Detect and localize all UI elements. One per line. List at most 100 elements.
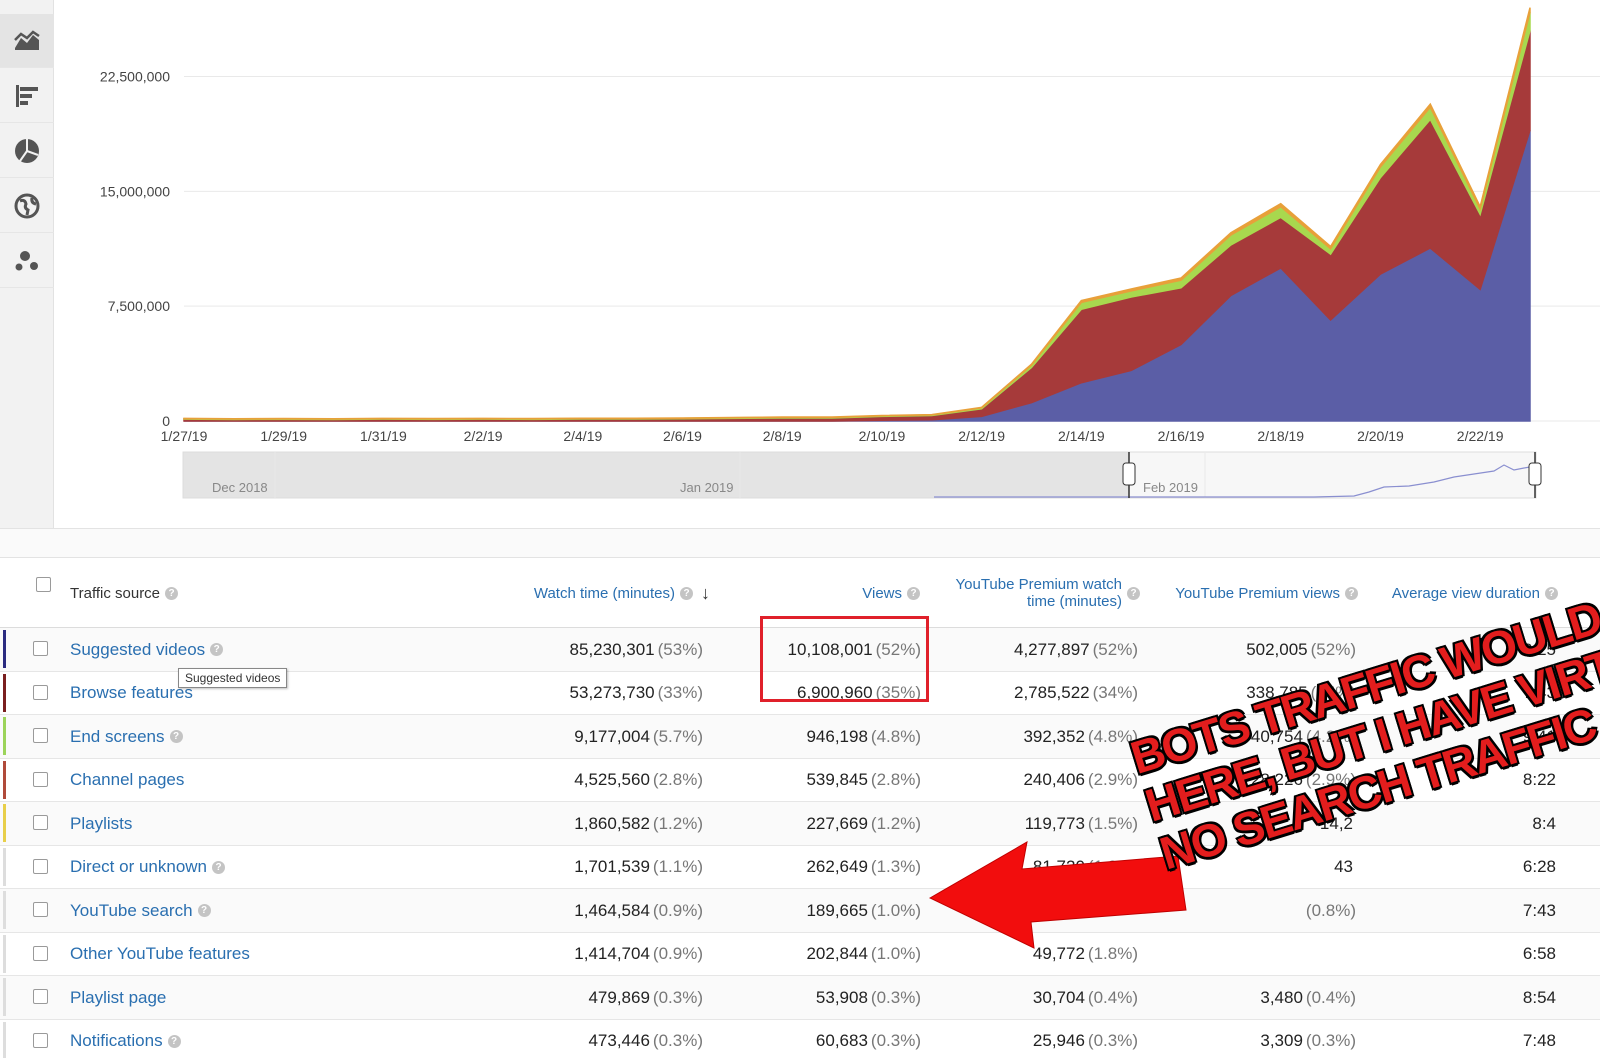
header-avg-view-duration[interactable]: Average view duration? — [1370, 558, 1558, 628]
premium-views-percent: (35%) — [1310, 683, 1356, 702]
help-icon[interactable]: ? — [212, 860, 226, 874]
header-views-label: Views — [862, 584, 902, 602]
row-checkbox[interactable] — [33, 728, 48, 743]
area-series-4[interactable] — [183, 7, 1531, 420]
table-row[interactable]: Notifications? 473,446 (0.3%) 60,683 (0.3%… — [0, 1020, 1600, 1058]
help-icon[interactable]: ? — [1127, 586, 1140, 600]
table-row[interactable]: Direct or unknown? 1,701,539 (1.1%) 262,6… — [0, 846, 1600, 889]
traffic-source-link[interactable]: Playlists — [70, 802, 132, 845]
avg-duration-cell: 8:4 — [1370, 802, 1556, 845]
premium-watch-value: 119,773 — [1024, 813, 1085, 833]
table-row[interactable]: Browse features 53,273,730 (33%) 6,900,96… — [0, 672, 1600, 715]
help-icon[interactable]: ? — [1545, 586, 1558, 600]
premium-watch-value: 4,277,897 — [1014, 639, 1090, 659]
row-checkbox[interactable] — [33, 902, 48, 917]
views-cell: 10,108,001 (52%) — [740, 628, 921, 671]
table-row[interactable]: Channel pages 4,525,560 (2.8%) 539,845 (2.… — [0, 759, 1600, 802]
traffic-source-link[interactable]: Suggested videos? — [70, 628, 224, 671]
traffic-source-link[interactable]: Direct or unknown? — [70, 846, 226, 889]
traffic-source-link[interactable]: Other YouTube features — [70, 933, 250, 976]
premium-watch-percent: (0.3%) — [1087, 1031, 1138, 1050]
traffic-source-link[interactable]: YouTube search? — [70, 889, 211, 932]
watch-time-value: 85,230,301 — [569, 639, 655, 659]
premium-views-percent: (0.3%) — [1305, 1031, 1356, 1050]
table-row[interactable]: Playlist page 479,869 (0.3%) 53,908 (0.3%)… — [0, 976, 1600, 1020]
premium-views-percent: (52%) — [1310, 639, 1356, 659]
premium-watch-cell: 392,352 (4.8%) — [940, 715, 1138, 758]
help-icon[interactable]: ? — [197, 904, 211, 917]
x-tick-label: 2/20/19 — [1357, 428, 1404, 444]
premium-watch-value: 30,704 — [1032, 987, 1085, 1007]
line-chart-button[interactable] — [0, 14, 54, 68]
row-checkbox[interactable] — [33, 641, 48, 656]
highlight-box — [760, 616, 929, 702]
table-row[interactable]: Suggested videos? 85,230,301 (53%) 10,108… — [0, 628, 1600, 672]
avg-duration-value: 8:4 — [1532, 813, 1556, 833]
help-icon[interactable]: ? — [165, 586, 179, 600]
header-premium-views[interactable]: YouTube Premium views? — [1150, 558, 1358, 628]
table-row[interactable]: End screens? 9,177,004 (5.7%) 946,198 (4.8… — [0, 715, 1600, 759]
x-tick-label: 2/2/19 — [464, 428, 503, 444]
navigator-left-handle[interactable] — [1122, 462, 1136, 486]
traffic-source-name: Notifications — [70, 1031, 163, 1050]
traffic-source-link[interactable]: Playlist page — [70, 976, 166, 1019]
help-icon[interactable]: ? — [680, 586, 693, 600]
table-row[interactable]: YouTube search? 1,464,584 (0.9%) 189,665(… — [0, 889, 1600, 933]
traffic-source-link[interactable]: End screens? — [70, 715, 183, 758]
x-tick-label: 2/8/19 — [763, 428, 802, 444]
premium-watch-percent: (1.0%) — [1087, 857, 1138, 876]
watch-time-cell: 9,177,004 (5.7%) — [420, 715, 703, 758]
select-all-checkbox[interactable] — [36, 577, 51, 592]
header-premium-watch-label: YouTube Premium watch time (minutes) — [955, 576, 1122, 610]
x-tick-label: 2/16/19 — [1158, 428, 1205, 444]
help-icon[interactable]: ? — [1345, 586, 1358, 600]
watch-time-cell: 85,230,301 (53%) — [420, 628, 703, 671]
row-checkbox[interactable] — [33, 1032, 48, 1048]
map-chart-button[interactable] — [0, 179, 54, 233]
y-tick-label: 22,500,000 — [100, 69, 170, 85]
help-icon[interactable]: ? — [907, 586, 920, 600]
traffic-source-name: Browse features — [70, 683, 193, 702]
traffic-source-link[interactable]: Browse features — [70, 672, 193, 715]
navigator-label-feb: Feb 2019 — [1143, 480, 1198, 495]
header-premium-watch-time[interactable]: YouTube Premium watch time (minutes)? — [940, 558, 1140, 628]
row-checkbox[interactable] — [33, 989, 48, 1004]
traffic-source-link[interactable]: Channel pages — [70, 759, 184, 802]
premium-views-cell — [1150, 933, 1356, 976]
premium-watch-value: 25,946 — [1032, 1031, 1085, 1050]
navigator-right-handle[interactable] — [1528, 462, 1542, 486]
watch-time-cell: 1,464,584 (0.9%) — [420, 889, 703, 932]
help-icon[interactable]: ? — [169, 730, 183, 743]
series-color-swatch — [3, 717, 6, 755]
series-color-swatch — [3, 891, 6, 929]
row-checkbox[interactable] — [33, 945, 48, 961]
premium-views-value: 43 — [1334, 857, 1353, 876]
row-checkbox[interactable] — [33, 815, 48, 830]
premium-watch-value: 2,785,522 — [1014, 683, 1090, 702]
row-checkbox[interactable] — [33, 684, 48, 700]
traffic-source-link[interactable]: Notifications? — [70, 1020, 181, 1058]
tooltip: Suggested videos — [178, 668, 288, 688]
row-checkbox[interactable] — [33, 858, 48, 874]
avg-duration-cell: 9:41 — [1370, 715, 1556, 758]
premium-watch-cell: 119,773 (1.5%) — [940, 802, 1138, 845]
series-color-swatch — [3, 978, 6, 1016]
table-row[interactable]: Other YouTube features 1,414,704 (0.9%) 2… — [0, 933, 1600, 976]
views-value: 53,908 — [815, 987, 868, 1007]
header-watch-time[interactable]: Watch time (minutes)? ↓ — [420, 558, 710, 628]
help-icon[interactable]: ? — [210, 643, 224, 656]
pie-chart-button[interactable] — [0, 124, 54, 178]
sort-down-icon[interactable]: ↓ — [701, 582, 710, 603]
views-cell: 202,844 (1.0%) — [740, 933, 921, 976]
header-views[interactable]: Views? — [740, 558, 920, 628]
help-icon[interactable]: ? — [167, 1034, 181, 1048]
row-checkbox[interactable] — [33, 771, 48, 787]
date-range-navigator[interactable]: Dec 2018 Jan 2019 Feb 2019 — [182, 451, 1542, 499]
table-row[interactable]: Playlists 1,860,582 (1.2%) 227,669 (1.2%) … — [0, 802, 1600, 846]
watch-time-cell: 1,414,704 (0.9%) — [420, 933, 703, 976]
watch-time-value: 1,860,582 — [574, 813, 650, 833]
header-traffic-source[interactable]: Traffic source? — [70, 558, 179, 628]
premium-watch-value: 49,772 — [1032, 944, 1085, 963]
bar-chart-button[interactable] — [0, 69, 54, 123]
bubble-chart-button[interactable] — [0, 234, 54, 288]
